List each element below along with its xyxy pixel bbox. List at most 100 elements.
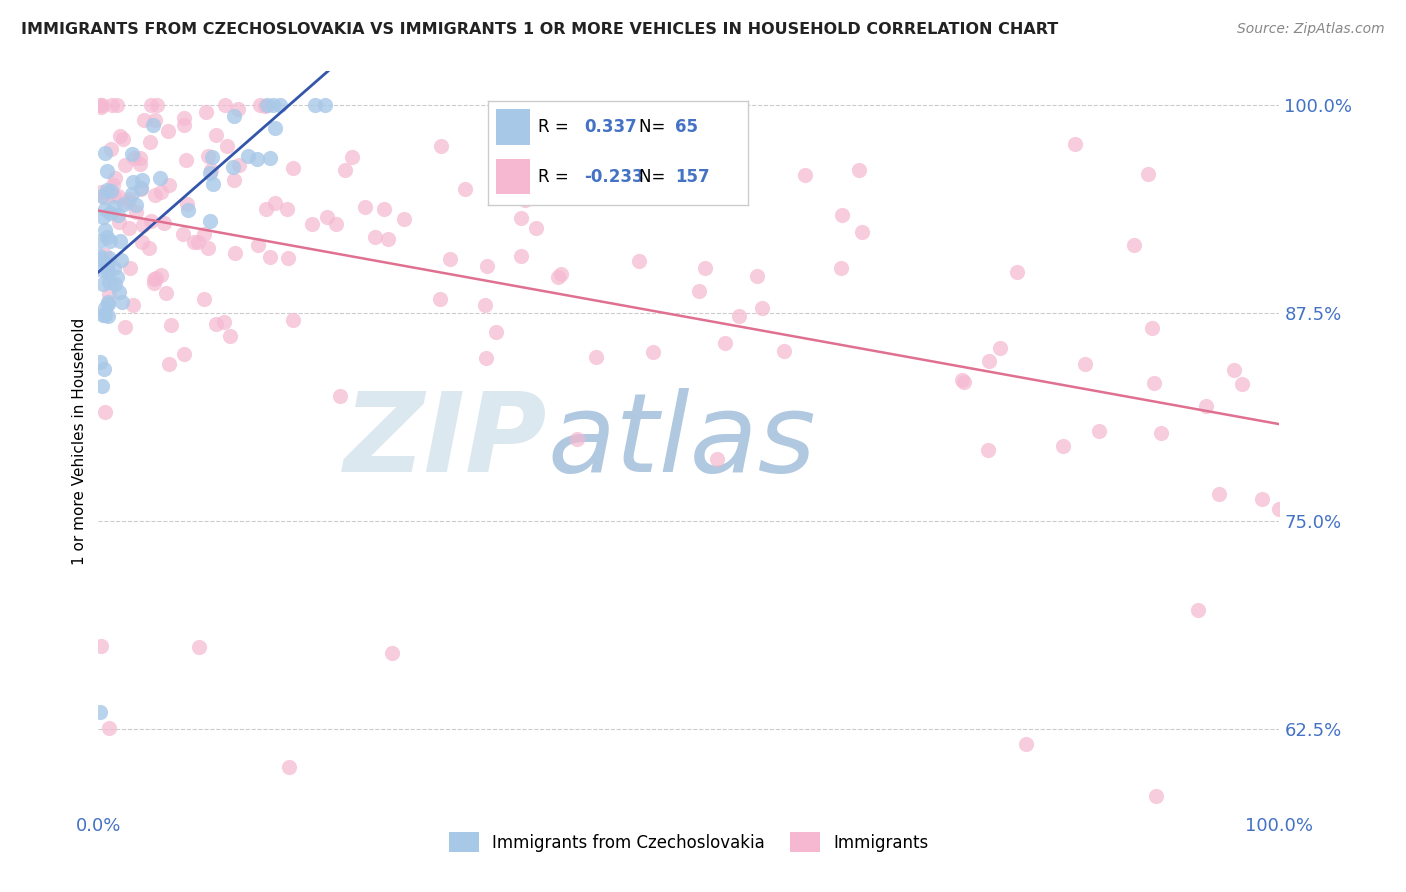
Point [125, 205, 148, 219]
Point [952, 375, 974, 389]
Point [745, 268, 768, 283]
Point [1267, 502, 1289, 516]
Point [262, 97, 284, 112]
Point [187, 235, 209, 249]
Point [475, 259, 498, 273]
Point [430, 139, 453, 153]
Legend: Immigrants from Czechoslovakia, Immigrants: Immigrants from Czechoslovakia, Immigran… [443, 825, 935, 859]
Point [693, 260, 716, 275]
Point [354, 200, 377, 214]
Point [977, 353, 1000, 368]
Point [96, 260, 118, 275]
Point [94, 301, 117, 315]
Point [132, 219, 155, 233]
Point [90, 639, 112, 653]
Point [143, 112, 166, 127]
Point [93, 190, 115, 204]
Point [276, 202, 298, 216]
Point [90, 379, 112, 393]
Point [198, 214, 221, 228]
Point [100, 142, 122, 156]
Point [146, 97, 169, 112]
Point [314, 97, 336, 112]
Point [174, 153, 197, 168]
Point [281, 313, 304, 327]
Point [90, 186, 112, 200]
Point [100, 234, 122, 248]
Point [830, 260, 852, 275]
Point [94, 248, 117, 262]
Point [96, 163, 118, 178]
Point [107, 208, 129, 222]
Point [728, 310, 751, 324]
Point [145, 271, 167, 285]
Point [89, 354, 111, 368]
Point [94, 308, 117, 322]
Point [550, 267, 572, 281]
Point [97, 309, 120, 323]
Point [254, 202, 277, 216]
Point [100, 185, 122, 199]
Point [96, 257, 118, 271]
Point [565, 432, 588, 446]
Point [143, 188, 166, 202]
Text: IMMIGRANTS FROM CZECHOSLOVAKIA VS IMMIGRANTS 1 OR MORE VEHICLES IN HOUSEHOLD COR: IMMIGRANTS FROM CZECHOSLOVAKIA VS IMMIGR… [21, 22, 1059, 37]
Point [1208, 487, 1230, 501]
Point [627, 254, 650, 268]
Point [121, 147, 143, 161]
Point [304, 97, 326, 112]
Point [118, 192, 141, 206]
Point [132, 113, 155, 128]
Point [195, 104, 218, 119]
Point [1187, 602, 1209, 616]
Point [205, 128, 228, 142]
Point [110, 128, 132, 143]
Point [118, 220, 141, 235]
Point [1005, 265, 1028, 279]
Point [1074, 357, 1097, 371]
Point [212, 315, 235, 329]
Point [176, 197, 198, 211]
Point [259, 250, 281, 264]
Point [474, 298, 496, 312]
Text: ZIP: ZIP [343, 388, 547, 495]
Point [124, 151, 146, 165]
Point [149, 170, 172, 185]
Point [236, 149, 259, 163]
Point [515, 193, 537, 207]
Point [706, 451, 728, 466]
Point [97, 276, 120, 290]
Point [485, 325, 508, 339]
Point [340, 150, 363, 164]
Point [335, 162, 357, 177]
Point [526, 221, 548, 235]
Point [848, 163, 870, 178]
Point [91, 309, 114, 323]
Point [114, 319, 136, 334]
Point [773, 343, 796, 358]
Point [381, 646, 404, 660]
Point [122, 298, 145, 312]
Point [96, 186, 118, 200]
Point [105, 270, 128, 285]
Point [259, 151, 281, 165]
Point [263, 195, 285, 210]
Point [1251, 491, 1274, 506]
Point [1223, 363, 1246, 377]
Point [214, 97, 236, 112]
Text: atlas: atlas [547, 388, 815, 495]
Point [1195, 399, 1218, 413]
Point [222, 172, 245, 186]
Point [831, 208, 853, 222]
Point [474, 351, 496, 366]
Y-axis label: 1 or more Vehicles in Household: 1 or more Vehicles in Household [72, 318, 87, 566]
Point [277, 760, 299, 774]
Point [547, 269, 569, 284]
Point [107, 215, 129, 229]
Point [131, 173, 153, 187]
Point [1150, 425, 1173, 440]
Point [204, 317, 226, 331]
Point [188, 640, 211, 655]
Point [111, 295, 134, 310]
Point [103, 200, 125, 214]
